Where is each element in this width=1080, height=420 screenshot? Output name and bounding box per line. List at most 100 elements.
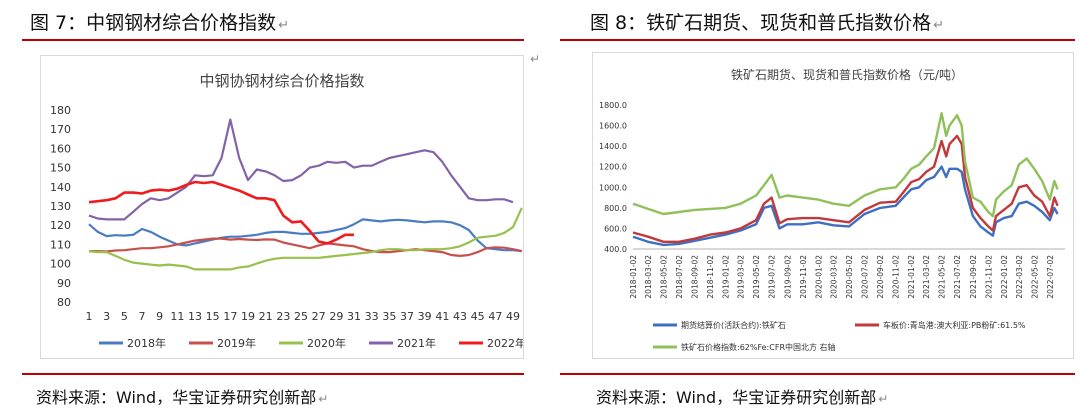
right-source-rule xyxy=(560,373,1075,375)
x-tick-label: 2020-07-02 xyxy=(860,255,869,299)
y-tick-label: 170 xyxy=(50,123,71,136)
left-source-note: 资料来源：Wind，华宝证券研究创新部 ↵ xyxy=(36,384,328,408)
x-tick-label: 3 xyxy=(103,310,110,323)
return-mark-icon: ↵ xyxy=(878,392,889,406)
legend-label: 2020年 xyxy=(307,336,346,350)
right-chart-frame: 铁矿石期货、现货和普氏指数价格（元/吨） 400.0 600.0 800.0 1000.… xyxy=(592,52,1074,359)
x-tick-label: 2018-11-02 xyxy=(706,255,715,299)
y-tick-label: 400.0 xyxy=(604,245,627,254)
legend-label: 2018年 xyxy=(127,336,166,350)
x-tick-label: 2021-07-02 xyxy=(953,255,962,299)
x-tick-label: 2019-07-02 xyxy=(768,255,777,299)
y-tick-label: 160 xyxy=(50,142,71,155)
series-line xyxy=(632,134,1059,244)
x-tick-label: 37 xyxy=(400,310,414,323)
x-tick-label: 33 xyxy=(365,310,379,323)
x-tick-label: 2022-07-02 xyxy=(1046,255,1055,299)
x-tick-label: 2021-03-02 xyxy=(922,255,931,299)
x-tick-label: 23 xyxy=(276,310,290,323)
right-source-text: 资料来源：Wind，华宝证券研究创新部 xyxy=(596,388,877,407)
series-line xyxy=(632,112,1059,218)
x-tick-label: 13 xyxy=(188,310,202,323)
x-tick-label: 2019-09-02 xyxy=(783,255,792,299)
x-tick-label: 41 xyxy=(435,310,449,323)
left-figure-title: 图 7：中钢钢材综合价格指数 ↵ xyxy=(30,8,289,35)
x-tick-label: 49 xyxy=(506,310,520,323)
series-line-2022年 xyxy=(88,180,354,245)
y-tick-label: 800.0 xyxy=(604,204,627,213)
legend-label: 期货结算价(活跃合约):铁矿石 xyxy=(681,320,786,330)
x-tick-label: 7 xyxy=(139,310,146,323)
x-tick-label: 19 xyxy=(241,310,255,323)
legend-label: 2022年 xyxy=(487,336,523,350)
x-tick-label: 2019-11-02 xyxy=(799,255,808,299)
x-tick-label: 39 xyxy=(418,310,432,323)
x-tick-label: 2020-01-02 xyxy=(814,255,823,299)
x-tick-label: 47 xyxy=(488,310,502,323)
x-tick-label: 2020-05-02 xyxy=(845,255,854,299)
y-tick-label: 1000.0 xyxy=(599,183,627,192)
x-tick-label: 2019-03-02 xyxy=(737,255,746,299)
y-tick-label: 120 xyxy=(50,219,71,232)
x-tick-label: 27 xyxy=(312,310,326,323)
left-chart-frame: 中钢协钢材综合价格指数 80 90 100 110 120 130 140 150 160 170 1… xyxy=(40,55,526,359)
series-line-2018年 xyxy=(88,218,522,253)
series-line xyxy=(632,165,1059,247)
y-tick-label: 110 xyxy=(50,238,71,251)
x-tick-label: 2021-09-02 xyxy=(969,255,978,299)
legend-label: 铁矿石价格指数:62%Fe:CFR中国北方 右轴 xyxy=(681,342,836,352)
y-tick-label: 1800.0 xyxy=(599,101,627,110)
x-tick-label: 5 xyxy=(121,310,128,323)
x-tick-label: 25 xyxy=(294,310,308,323)
x-tick-label: 2018-05-02 xyxy=(659,255,668,299)
legend-label: 2021年 xyxy=(397,336,436,350)
series-line-2019年 xyxy=(89,237,523,257)
x-tick-label: 9 xyxy=(156,310,163,323)
chart-title: 铁矿石期货、现货和普氏指数价格（元/吨） xyxy=(731,67,963,82)
right-chart: 铁矿石期货、现货和普氏指数价格（元/吨） 400.0 600.0 800.0 1000.… xyxy=(599,67,1065,352)
right-figure-title: 图 8：铁矿石期货、现货和普氏指数价格 ↵ xyxy=(590,8,944,35)
x-tick-label: 2019-05-02 xyxy=(752,255,761,299)
left-figure-title-text: 图 7：中钢钢材综合价格指数 xyxy=(30,12,277,34)
right-figure-title-text: 图 8：铁矿石期货、现货和普氏指数价格 xyxy=(590,12,932,34)
y-tick-label: 80 xyxy=(57,296,71,309)
x-tick-label: 29 xyxy=(329,310,343,323)
x-tick-label: 2022-03-02 xyxy=(1015,255,1024,299)
x-tick-label: 2022-05-02 xyxy=(1030,255,1039,299)
x-tick-label: 2018-03-02 xyxy=(644,255,653,299)
y-tick-label: 100 xyxy=(50,258,71,271)
right-source-note: 资料来源：Wind，华宝证券研究创新部 ↵ xyxy=(596,384,888,408)
y-tick-label: 180 xyxy=(50,104,71,117)
x-tick-label: 43 xyxy=(453,310,467,323)
x-tick-label: 2018-07-02 xyxy=(675,255,684,299)
x-tick-label: 2021-05-02 xyxy=(938,255,947,299)
x-tick-label: 2020-11-02 xyxy=(892,255,901,299)
y-tick-label: 90 xyxy=(57,277,71,290)
y-tick-label: 130 xyxy=(50,200,71,213)
x-tick-label: 45 xyxy=(471,310,485,323)
left-chart: 中钢协钢材综合价格指数 80 90 100 110 120 130 140 150 160 170 1… xyxy=(50,72,526,350)
x-tick-label: 2018-09-02 xyxy=(691,255,700,299)
x-tick-label: 1 xyxy=(86,310,93,323)
y-tick-label: 1400.0 xyxy=(599,142,627,151)
x-tick-label: 2018-01-02 xyxy=(629,255,638,299)
x-tick-label: 31 xyxy=(347,310,361,323)
y-tick-label: 150 xyxy=(50,162,71,175)
y-tick-label: 600.0 xyxy=(604,224,627,233)
x-tick-label: 2019-01-02 xyxy=(722,255,731,299)
x-tick-label: 11 xyxy=(170,310,184,323)
left-source-rule xyxy=(22,373,524,375)
series-line-2020年 xyxy=(88,207,523,271)
return-mark-icon: ↵ xyxy=(530,52,541,66)
y-tick-label: 1600.0 xyxy=(599,122,627,131)
chart-title: 中钢协钢材综合价格指数 xyxy=(199,72,364,90)
legend-label: 2019年 xyxy=(217,336,256,350)
return-mark-icon: ↵ xyxy=(278,18,290,33)
legend-label: 车板价:青岛港:澳大利亚:PB粉矿:61.5% xyxy=(883,320,1026,330)
x-tick-label: 35 xyxy=(382,310,396,323)
x-tick-label: 17 xyxy=(223,310,237,323)
return-mark-icon: ↵ xyxy=(318,392,329,406)
x-tick-label: 2021-01-02 xyxy=(907,255,916,299)
y-tick-label: 1200.0 xyxy=(599,163,627,172)
x-tick-label: 2020-09-02 xyxy=(876,255,885,299)
